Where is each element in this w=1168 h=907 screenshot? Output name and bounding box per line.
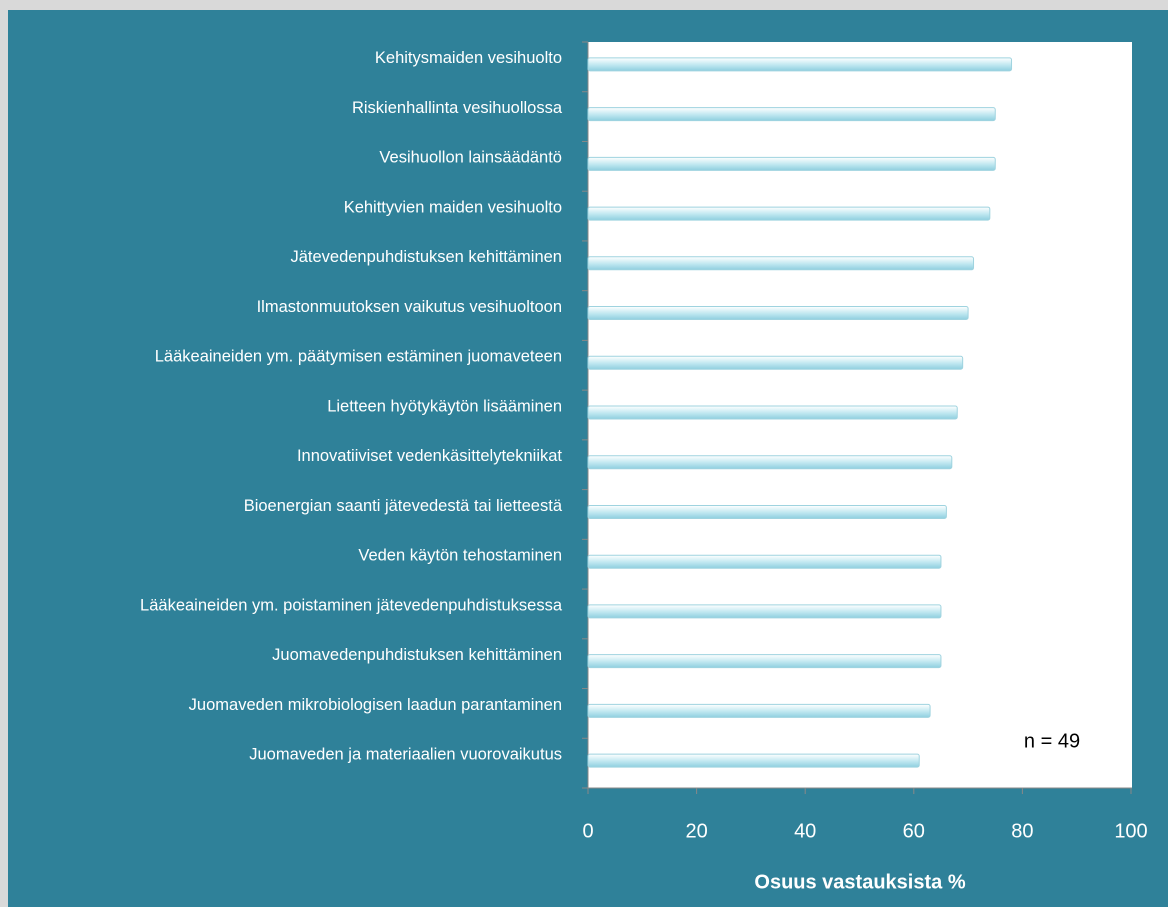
x-tick-label: 100 (1114, 820, 1147, 842)
bar (587, 504, 947, 519)
bar (587, 355, 964, 370)
bar (587, 156, 996, 171)
x-tick-label: 0 (582, 820, 593, 842)
y-tick-label: Vesihuollon lainsäädäntö (379, 149, 562, 167)
bar (587, 306, 969, 321)
y-tick-label: Juomaveden ja materiaalien vuorovaikutus (249, 745, 562, 763)
bar (587, 256, 975, 271)
x-tick-label: 40 (794, 820, 816, 842)
y-tick-label: Juomaveden mikrobiologisen laadun parant… (189, 696, 562, 714)
y-tick-label: Riskienhallinta vesihuollossa (352, 99, 563, 117)
bar (587, 703, 931, 718)
bar (587, 455, 953, 470)
x-axis-title: Osuus vastauksista % (754, 871, 965, 893)
bar (587, 554, 942, 569)
annotation: n = 49 (1024, 730, 1080, 752)
x-tick-label: 60 (903, 820, 925, 842)
bar (587, 107, 996, 122)
y-tick-label: Lääkeaineiden ym. poistaminen jätevedenp… (140, 596, 563, 614)
y-tick-label: Kehitysmaiden vesihuolto (375, 49, 562, 67)
y-tick-label: Ilmastonmuutoksen vaikutus vesihuoltoon (257, 298, 562, 316)
y-tick-label: Lääkeaineiden ym. päätymisen estäminen j… (155, 348, 562, 366)
bar (587, 57, 1013, 72)
y-tick-label: Lietteen hyötykäytön lisääminen (327, 397, 562, 415)
bar (587, 206, 991, 221)
y-tick-label: Bioenergian saanti jätevedestä tai liett… (244, 497, 563, 515)
bar (587, 753, 920, 768)
y-tick-label: Juomavedenpuhdistuksen kehittäminen (272, 646, 562, 664)
y-tick-label: Veden käytön tehostaminen (358, 547, 562, 565)
y-tick-label: Innovatiiviset vedenkäsittelytekniikat (297, 447, 562, 465)
x-tick-label: 20 (685, 820, 707, 842)
bar (587, 604, 942, 619)
bar (587, 654, 942, 669)
y-tick-label: Kehittyvien maiden vesihuolto (344, 198, 562, 216)
bar (587, 405, 958, 420)
x-tick-label: 80 (1011, 820, 1033, 842)
y-tick-label: Jätevedenpuhdistuksen kehittäminen (290, 248, 562, 266)
